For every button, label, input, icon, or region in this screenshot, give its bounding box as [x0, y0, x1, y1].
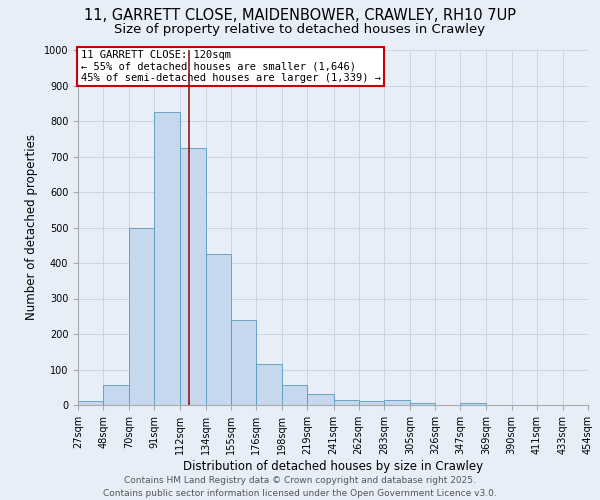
Bar: [334, 400, 359, 405]
Bar: [206, 254, 231, 405]
Bar: [359, 402, 384, 405]
Bar: [410, 402, 435, 405]
Text: Size of property relative to detached houses in Crawley: Size of property relative to detached ho…: [115, 22, 485, 36]
Bar: [78, 402, 103, 405]
Bar: [460, 403, 487, 405]
X-axis label: Distribution of detached houses by size in Crawley: Distribution of detached houses by size …: [183, 460, 483, 472]
Text: 11 GARRETT CLOSE: 120sqm
← 55% of detached houses are smaller (1,646)
45% of sem: 11 GARRETT CLOSE: 120sqm ← 55% of detach…: [80, 50, 380, 83]
Bar: [103, 386, 130, 405]
Text: 11, GARRETT CLOSE, MAIDENBOWER, CRAWLEY, RH10 7UP: 11, GARRETT CLOSE, MAIDENBOWER, CRAWLEY,…: [84, 8, 516, 22]
Bar: [256, 364, 282, 405]
Bar: [384, 400, 410, 405]
Y-axis label: Number of detached properties: Number of detached properties: [25, 134, 38, 320]
Text: Contains HM Land Registry data © Crown copyright and database right 2025.
Contai: Contains HM Land Registry data © Crown c…: [103, 476, 497, 498]
Bar: [282, 386, 307, 405]
Bar: [130, 228, 154, 405]
Bar: [179, 148, 206, 405]
Bar: [307, 394, 334, 405]
Bar: [231, 320, 256, 405]
Bar: [154, 112, 179, 405]
